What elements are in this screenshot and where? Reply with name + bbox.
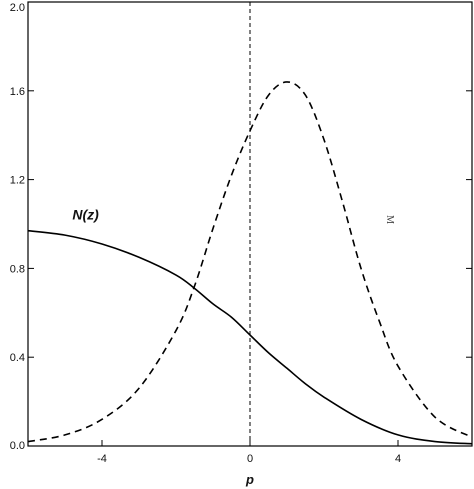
y-axis-ticks: 0.0 0.4 0.8 1.2 1.6 2.0	[10, 1, 472, 452]
annotation-nz-label: N(z)	[72, 207, 99, 223]
x-tick-label: -4	[97, 453, 107, 465]
x-axis-ticks: -4 0 4	[97, 440, 401, 465]
y-tick-label: 0.8	[10, 263, 25, 275]
x-tick-label: 0	[247, 453, 253, 465]
x-tick-label: 4	[395, 453, 401, 465]
y-tick-label: 0.0	[10, 440, 25, 452]
annotation-m-label: M	[384, 215, 395, 224]
y-tick-label: 2.0	[10, 2, 25, 14]
y-tick-label: 0.4	[10, 352, 25, 364]
series-layer	[27, 81, 473, 445]
y-tick-label: 1.2	[10, 175, 25, 187]
series-line-nz	[27, 229, 473, 445]
x-axis-title: p	[245, 472, 254, 487]
y-tick-label: 1.6	[10, 86, 25, 98]
series-line-dashed	[27, 81, 473, 443]
